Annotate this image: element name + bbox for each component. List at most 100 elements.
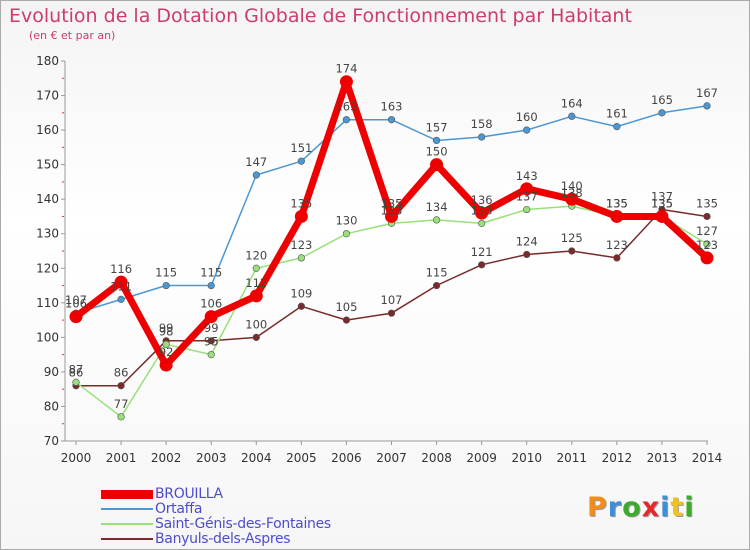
- data-label: 174: [335, 62, 357, 76]
- data-point: [478, 219, 486, 227]
- data-label: 115: [155, 266, 177, 280]
- x-tick-label: 2003: [196, 451, 227, 465]
- data-label: 133: [471, 203, 493, 217]
- legend-item: Banyuls-dels-Aspres: [101, 531, 401, 547]
- data-point: [703, 102, 711, 110]
- data-label: 99: [159, 321, 174, 335]
- x-tick-label: 2002: [151, 451, 182, 465]
- data-point: [114, 275, 128, 289]
- data-point: [610, 209, 624, 223]
- data-label: 77: [114, 397, 129, 411]
- legend-swatch: [101, 489, 153, 499]
- x-tick-label: 2000: [61, 451, 92, 465]
- y-tick-label: 70: [44, 434, 59, 448]
- legend-swatch: [101, 538, 153, 540]
- data-point: [568, 247, 576, 255]
- data-label: 138: [561, 186, 583, 200]
- data-point: [252, 264, 260, 272]
- data-point: [523, 205, 531, 214]
- y-tick-label: 120: [36, 261, 59, 275]
- data-point: [339, 75, 353, 89]
- data-label: 115: [200, 266, 222, 280]
- data-label: 137: [516, 190, 538, 204]
- data-point: [475, 206, 489, 220]
- chart-subtitle: (en € et par an): [29, 29, 116, 42]
- y-tick-label: 80: [44, 399, 59, 413]
- data-point: [252, 171, 260, 179]
- data-label: 125: [561, 231, 583, 245]
- y-tick-label: 90: [44, 365, 59, 379]
- data-point: [432, 281, 441, 290]
- data-label: 120: [245, 248, 267, 262]
- data-label: 134: [426, 200, 448, 214]
- y-tick-label: 130: [36, 227, 59, 241]
- legend-label: Saint-Génis-des-Fontaines: [155, 516, 331, 532]
- data-point: [117, 382, 125, 390]
- x-tick-label: 2006: [331, 451, 362, 465]
- data-label: 109: [290, 286, 312, 300]
- data-point: [655, 209, 669, 223]
- x-tick-label: 2008: [421, 451, 452, 465]
- data-label: 127: [696, 224, 718, 238]
- data-label: 157: [426, 120, 448, 134]
- legend-label: BROUILLA: [155, 486, 223, 502]
- data-label: 121: [471, 245, 493, 259]
- y-tick-label: 140: [36, 192, 59, 206]
- data-label: 135: [651, 196, 673, 210]
- data-label: 106: [65, 297, 87, 311]
- data-label: 112: [245, 276, 267, 290]
- data-point: [387, 309, 396, 317]
- x-tick-label: 2004: [241, 451, 272, 465]
- data-label: 123: [290, 238, 312, 252]
- data-label: 135: [651, 196, 673, 210]
- data-point: [658, 109, 666, 117]
- data-point: [162, 340, 170, 348]
- data-point: [703, 240, 711, 248]
- data-point: [69, 310, 83, 324]
- data-label: 161: [606, 107, 628, 121]
- data-point: [565, 192, 579, 206]
- data-point: [207, 351, 215, 359]
- data-label: 87: [69, 362, 84, 376]
- y-tick-label: 100: [36, 330, 59, 344]
- data-label: 158: [471, 117, 493, 131]
- data-label: 105: [335, 300, 357, 314]
- legend: BROUILLA Ortaffa Saint-Génis-des-Fontaines…: [101, 486, 401, 547]
- data-point: [252, 333, 260, 341]
- data-label: 167: [696, 86, 718, 100]
- data-point: [342, 316, 351, 324]
- data-label: 147: [245, 155, 267, 169]
- x-tick-label: 2010: [511, 451, 542, 465]
- data-point: [478, 133, 486, 141]
- legend-item: Ortaffa: [101, 501, 401, 517]
- data-point: [523, 126, 531, 134]
- data-label: 163: [381, 100, 403, 114]
- x-tick-label: 2009: [466, 451, 497, 465]
- data-point: [342, 116, 351, 124]
- x-tick-label: 2011: [557, 451, 588, 465]
- data-point: [204, 310, 218, 324]
- data-label: 107: [381, 293, 403, 307]
- data-point: [568, 112, 576, 120]
- data-label: 130: [335, 214, 357, 228]
- x-tick-label: 2005: [286, 451, 317, 465]
- data-point: [520, 182, 534, 196]
- legend-swatch: [101, 523, 153, 525]
- data-label: 86: [69, 366, 84, 380]
- data-label: 123: [696, 238, 718, 252]
- data-point: [478, 261, 486, 269]
- data-point: [159, 358, 173, 372]
- legend-label: Banyuls-dels-Aspres: [155, 531, 291, 547]
- data-label: 160: [516, 110, 538, 124]
- data-label: 111: [110, 279, 132, 293]
- data-point: [613, 123, 621, 131]
- data-point: [430, 158, 444, 172]
- x-tick-label: 2013: [647, 451, 678, 465]
- data-point: [249, 289, 263, 303]
- data-label: 133: [381, 203, 403, 217]
- data-point: [387, 116, 396, 124]
- data-label: 151: [290, 141, 312, 155]
- data-label: 136: [471, 193, 493, 207]
